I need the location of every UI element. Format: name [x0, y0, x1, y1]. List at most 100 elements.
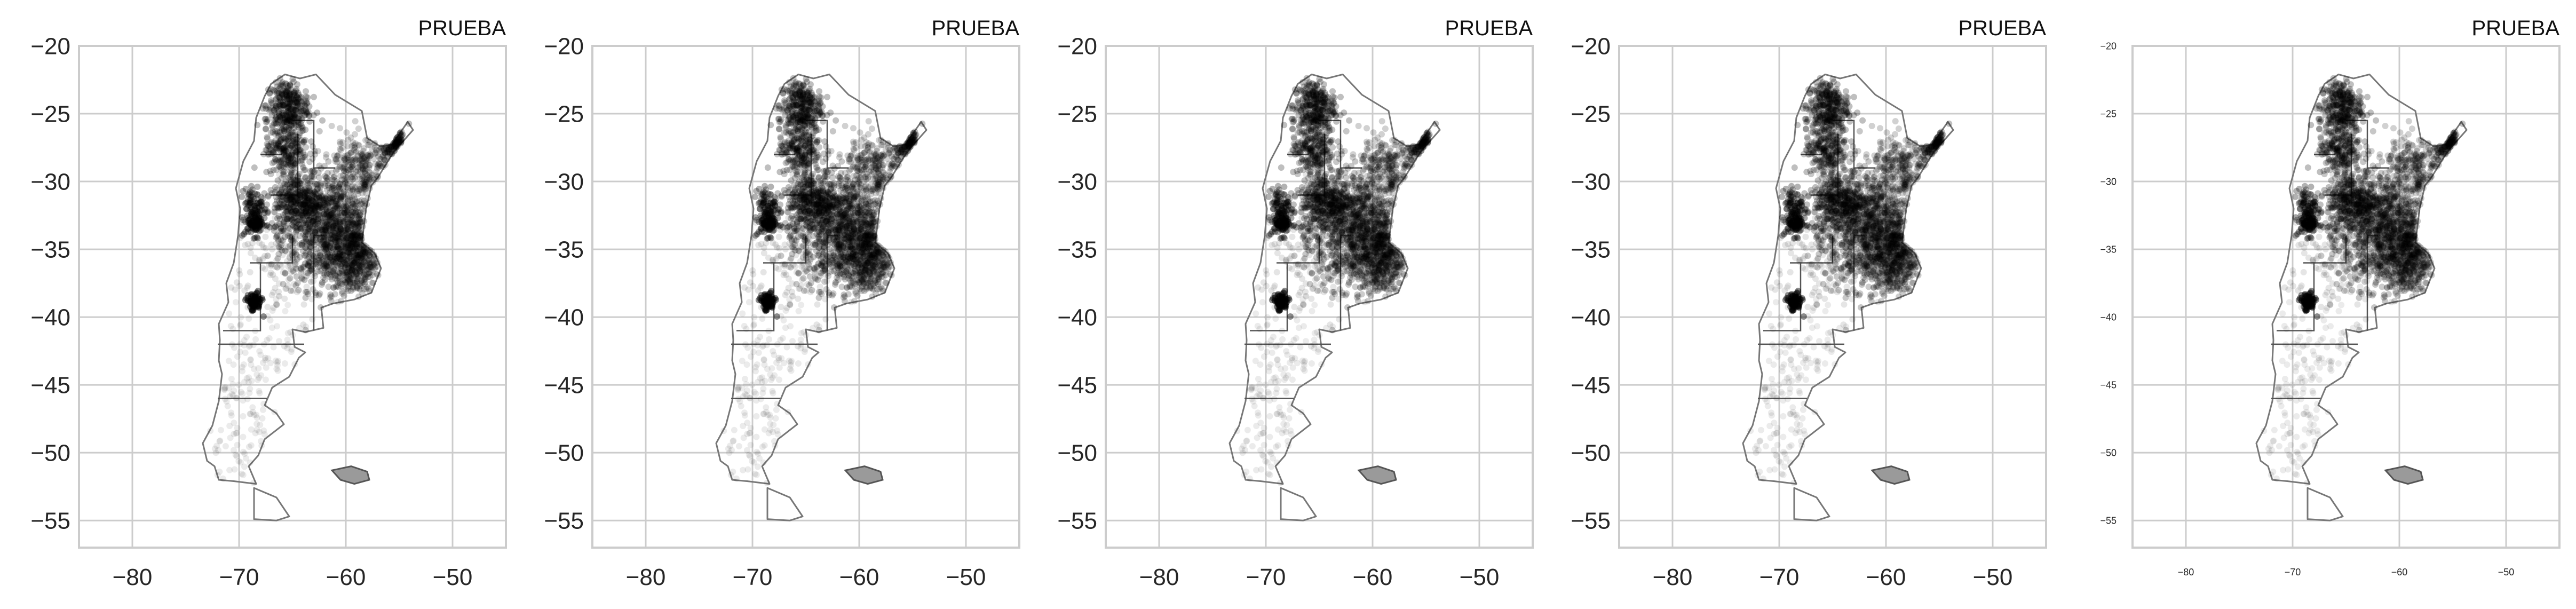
data-point — [318, 222, 325, 228]
data-point — [307, 245, 314, 251]
data-point — [306, 225, 313, 232]
data-point — [278, 263, 285, 270]
data-point — [323, 227, 330, 234]
data-point — [276, 146, 283, 153]
data-point — [346, 262, 353, 268]
data-point — [345, 236, 352, 243]
data-point — [820, 223, 827, 230]
data-point — [345, 271, 352, 278]
data-point — [280, 193, 287, 200]
data-point — [236, 322, 243, 329]
data-point — [264, 134, 271, 141]
data-point — [290, 176, 297, 183]
data-point — [258, 199, 265, 205]
data-point — [313, 225, 319, 232]
data-point — [395, 136, 402, 143]
data-point — [305, 108, 312, 115]
data-point — [281, 128, 288, 134]
data-point — [266, 224, 273, 231]
data-point — [343, 268, 350, 275]
data-point — [334, 255, 340, 262]
data-point — [309, 192, 316, 198]
data-point — [276, 338, 282, 345]
data-point — [283, 204, 290, 211]
data-point — [332, 275, 338, 282]
data-point — [282, 204, 289, 210]
data-point — [361, 247, 368, 254]
data-point — [355, 209, 362, 216]
data-point — [823, 263, 830, 270]
data-point — [836, 241, 843, 248]
data-point — [291, 145, 298, 152]
data-point — [261, 190, 268, 197]
data-point — [791, 241, 798, 248]
data-point — [302, 173, 309, 180]
data-point — [354, 181, 361, 188]
data-point — [291, 96, 298, 103]
data-point — [335, 231, 342, 238]
data-point — [337, 253, 344, 260]
data-point — [290, 132, 297, 139]
data-point — [322, 243, 329, 250]
data-point — [261, 102, 268, 109]
data-point — [283, 153, 290, 160]
data-point — [283, 118, 290, 125]
data-point — [309, 239, 316, 246]
data-point — [846, 227, 853, 234]
data-point — [866, 252, 873, 259]
data-point — [287, 177, 294, 184]
data-point — [259, 296, 266, 303]
data-point — [312, 273, 319, 280]
data-point — [367, 274, 374, 280]
data-point — [353, 279, 360, 286]
data-point — [278, 224, 284, 231]
data-point — [349, 241, 356, 247]
data-point — [313, 195, 320, 202]
data-point — [316, 204, 323, 210]
data-point — [288, 194, 295, 201]
data-point — [882, 263, 888, 270]
data-point — [353, 208, 360, 215]
data-point — [247, 250, 254, 257]
data-point — [330, 207, 337, 214]
data-point — [350, 257, 357, 264]
data-point — [247, 220, 253, 227]
data-point — [315, 193, 322, 200]
data-point — [308, 195, 315, 202]
data-point — [355, 254, 362, 260]
data-point — [303, 201, 310, 208]
data-point — [308, 203, 315, 210]
data-point — [292, 111, 299, 118]
data-point — [331, 243, 338, 250]
data-point — [369, 279, 375, 286]
data-point — [272, 105, 279, 112]
data-point — [253, 421, 260, 428]
data-point — [399, 131, 406, 138]
data-point — [841, 234, 847, 241]
data-point — [272, 201, 279, 208]
data-point — [300, 321, 307, 328]
data-point — [332, 272, 339, 279]
data-point — [294, 280, 301, 287]
data-point — [354, 251, 361, 257]
data-point — [354, 205, 361, 212]
data-point — [251, 190, 258, 197]
data-point — [302, 175, 309, 181]
data-point — [288, 153, 295, 160]
data-point — [310, 183, 317, 189]
data-point — [264, 226, 270, 233]
data-point — [350, 176, 356, 183]
data-point — [306, 103, 313, 110]
data-point — [330, 234, 337, 241]
data-point — [293, 210, 300, 217]
data-point — [252, 209, 259, 216]
data-point — [333, 243, 340, 250]
data-point — [250, 298, 257, 305]
data-point — [249, 223, 256, 230]
data-point — [304, 180, 311, 187]
data-point — [332, 223, 339, 229]
data-point — [306, 223, 313, 230]
data-point — [837, 248, 843, 255]
data-point — [245, 444, 252, 450]
data-point — [340, 238, 347, 244]
